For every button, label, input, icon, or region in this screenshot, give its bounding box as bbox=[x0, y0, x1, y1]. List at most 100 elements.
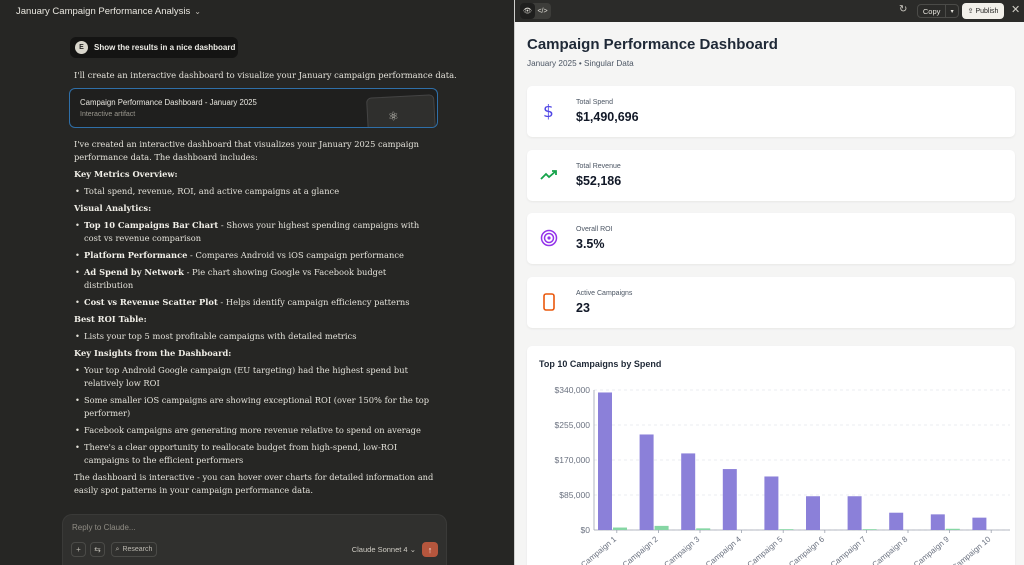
chart-title: Top 10 Campaigns by Spend bbox=[539, 359, 662, 369]
kpi-card-total-revenue: Total Revenue $52,186 bbox=[527, 150, 1015, 201]
chat-pane: January Campaign Performance Analysis ⌄ … bbox=[0, 0, 514, 565]
list-item: Top 10 Campaigns Bar Chart - Shows your … bbox=[75, 219, 434, 245]
research-button[interactable]: ⌕ Research bbox=[111, 542, 157, 557]
list-item-text: - Compares Android vs iOS campaign perfo… bbox=[187, 250, 404, 260]
bar-spend bbox=[598, 392, 612, 530]
reply-input[interactable]: Reply to Claude... bbox=[72, 523, 136, 532]
bar-revenue bbox=[613, 527, 627, 530]
search-icon: ⌕ bbox=[115, 545, 120, 553]
target-icon bbox=[539, 227, 559, 249]
artifact-card[interactable]: Campaign Performance Dashboard - January… bbox=[69, 88, 438, 128]
atom-icon: ⚛ bbox=[387, 109, 400, 124]
x-tick-label: Campaign 4 bbox=[704, 534, 743, 565]
eye-icon[interactable]: 👁 bbox=[520, 3, 535, 19]
publish-label: Publish bbox=[975, 7, 999, 15]
list-item: Platform Performance - Compares Android … bbox=[75, 249, 434, 262]
kpi-value: $1,490,696 bbox=[576, 110, 639, 124]
assistant-response: I've created an interactive dashboard th… bbox=[74, 138, 434, 501]
dollar-icon: $ bbox=[539, 100, 559, 122]
chevron-down-icon: ⌄ bbox=[409, 545, 416, 554]
list-item: Facebook campaigns are generating more r… bbox=[75, 424, 434, 437]
list-item-title: Cost vs Revenue Scatter Plot bbox=[84, 297, 218, 307]
y-tick-label: $0 bbox=[581, 525, 591, 535]
list-item: Ad Spend by Network - Pie chart showing … bbox=[75, 266, 434, 292]
bar-spend bbox=[681, 453, 696, 530]
bar-revenue bbox=[654, 525, 669, 530]
research-label: Research bbox=[122, 546, 153, 553]
bar-spend bbox=[639, 434, 654, 530]
conversation-title: January Campaign Performance Analysis bbox=[16, 5, 191, 17]
list-item-text: - Shows your highest spending campaigns … bbox=[84, 220, 420, 243]
copy-button[interactable]: Copy ▾ bbox=[917, 4, 959, 18]
list-item: There's a clear opportunity to reallocat… bbox=[75, 441, 434, 467]
kpi-label: Active Campaigns bbox=[576, 290, 633, 297]
response-paragraph: I've created an interactive dashboard th… bbox=[74, 139, 420, 162]
bar-spend bbox=[722, 469, 737, 530]
artifact-toolbar: 👁 </> ↻ Copy ▾ ⇪ Publish ✕ bbox=[515, 0, 1024, 22]
list-item: Lists your top 5 most profitable campaig… bbox=[75, 330, 434, 343]
chevron-down-icon[interactable]: ▾ bbox=[945, 5, 958, 17]
list-item-title: Ad Spend by Network bbox=[84, 267, 184, 277]
svg-text:$: $ bbox=[543, 102, 554, 120]
bar-spend bbox=[972, 517, 987, 530]
conversation-title-button[interactable]: January Campaign Performance Analysis ⌄ bbox=[0, 0, 514, 22]
user-message-text: Show the results in a nice dashboard bbox=[94, 43, 236, 52]
copy-label: Copy bbox=[922, 6, 941, 16]
close-icon[interactable]: ✕ bbox=[1011, 4, 1021, 16]
chevron-down-icon: ⌄ bbox=[194, 6, 201, 16]
kpi-value: $52,186 bbox=[576, 174, 622, 188]
kpi-card-overall-roi: Overall ROI 3.5% bbox=[527, 213, 1015, 264]
section-heading: Best ROI Table: bbox=[74, 314, 147, 324]
section-heading: Key Insights from the Dashboard: bbox=[74, 348, 232, 358]
x-tick-label: Campaign 1 bbox=[579, 534, 618, 565]
kpi-label: Overall ROI bbox=[576, 226, 613, 233]
user-message: E Show the results in a nice dashboard bbox=[70, 37, 238, 58]
y-tick-label: $340,000 bbox=[555, 385, 591, 395]
list-item: Some smaller iOS campaigns are showing e… bbox=[75, 394, 434, 420]
bar-revenue bbox=[945, 528, 960, 530]
list-item-title: Top 10 Campaigns Bar Chart bbox=[84, 220, 219, 230]
model-selector[interactable]: Claude Sonnet 4 ⌄ bbox=[352, 545, 416, 554]
dashboard-subtitle: January 2025 • Singular Data bbox=[527, 59, 634, 68]
plus-icon[interactable]: + bbox=[71, 542, 86, 557]
artifact-pane: 👁 </> ↻ Copy ▾ ⇪ Publish ✕ Campaign Perf… bbox=[514, 0, 1024, 565]
artifact-thumbnail: ⚛ bbox=[366, 94, 436, 127]
x-tick-label: Campaign 5 bbox=[746, 534, 785, 565]
x-tick-label: Campaign 9 bbox=[912, 534, 951, 565]
code-icon[interactable]: </> bbox=[537, 7, 548, 15]
list-item: Your top Android Google campaign (EU tar… bbox=[75, 364, 434, 390]
refresh-icon[interactable]: ↻ bbox=[899, 4, 908, 15]
x-tick-label: Campaign 2 bbox=[621, 534, 660, 565]
kpi-value: 23 bbox=[576, 301, 590, 315]
x-tick-label: Campaign 10 bbox=[950, 534, 993, 565]
avatar: E bbox=[75, 41, 88, 54]
kpi-label: Total Spend bbox=[576, 99, 613, 106]
list-item: Cost vs Revenue Scatter Plot - Helps ide… bbox=[75, 296, 434, 309]
y-tick-label: $255,000 bbox=[555, 420, 591, 430]
list-item-text: - Pie chart showing Google vs Facebook b… bbox=[84, 267, 387, 290]
bar-revenue bbox=[779, 529, 794, 530]
bar-spend bbox=[847, 496, 862, 530]
publish-button[interactable]: ⇪ Publish bbox=[962, 3, 1004, 19]
x-tick-label: Campaign 6 bbox=[787, 534, 826, 565]
sliders-icon[interactable]: ⇆ bbox=[90, 542, 105, 557]
kpi-value: 3.5% bbox=[576, 237, 605, 251]
bar-chart: $0 $85,000 $170,000 $255,000 $340,000 Campaig… bbox=[555, 385, 1010, 565]
bar-spend bbox=[930, 514, 945, 530]
x-tick-label: Campaign 8 bbox=[870, 534, 909, 565]
kpi-card-active-campaigns: Active Campaigns 23 bbox=[527, 277, 1015, 328]
kpi-card-total-spend: $ Total Spend $1,490,696 bbox=[527, 86, 1015, 137]
model-name: Claude Sonnet 4 bbox=[351, 545, 408, 554]
arrow-up-icon: ↑ bbox=[427, 544, 433, 555]
assistant-intro: I'll create an interactive dashboard to … bbox=[74, 70, 457, 80]
bar-spend bbox=[889, 512, 904, 530]
y-tick-label: $170,000 bbox=[555, 455, 591, 465]
bar-spend bbox=[764, 476, 779, 530]
message-composer: Reply to Claude... + ⇆ ⌕ Research Claude… bbox=[62, 514, 447, 565]
list-item-text: - Helps identify campaign efficiency pat… bbox=[217, 297, 410, 307]
x-tick-label: Campaign 3 bbox=[662, 534, 701, 565]
send-button[interactable]: ↑ bbox=[422, 542, 438, 557]
trend-up-icon bbox=[539, 164, 559, 186]
view-toggle[interactable]: 👁 </> bbox=[520, 3, 551, 19]
list-item: Total spend, revenue, ROI, and active ca… bbox=[75, 185, 434, 198]
